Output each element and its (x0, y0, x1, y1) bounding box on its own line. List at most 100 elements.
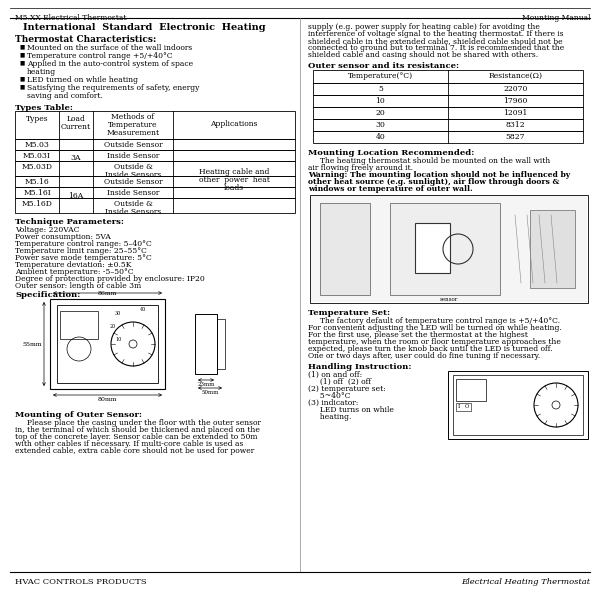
Text: 22070: 22070 (503, 85, 527, 93)
Text: LED turns on while: LED turns on while (308, 406, 394, 414)
Text: Mounting Manual: Mounting Manual (521, 14, 590, 22)
Text: Technique Parameters:: Technique Parameters: (15, 218, 124, 226)
Text: 40: 40 (140, 307, 146, 312)
Bar (313, 70, 583, 83)
Text: 12091: 12091 (503, 109, 527, 117)
Text: Applications: Applications (210, 120, 258, 128)
Bar (57, 305, 158, 383)
Text: HVAC CONTROLS PRODUCTS: HVAC CONTROLS PRODUCTS (15, 578, 146, 586)
Text: Temperature deviation: ±0.5K: Temperature deviation: ±0.5K (15, 261, 131, 269)
Bar (217, 319, 225, 369)
Text: Outside &: Outside & (113, 163, 152, 171)
Text: 16A: 16A (68, 191, 83, 199)
Text: Specification:: Specification: (15, 291, 80, 299)
Text: Voltage: 220VAC: Voltage: 220VAC (15, 226, 79, 234)
Text: Mounting Location Recommended:: Mounting Location Recommended: (308, 149, 475, 157)
Text: sensor: sensor (440, 297, 458, 302)
Text: 20: 20 (376, 109, 385, 117)
Bar (195, 314, 217, 374)
Text: Types: Types (26, 115, 49, 123)
Text: Load: Load (67, 115, 85, 123)
Text: LED turned on while heating: LED turned on while heating (27, 76, 138, 84)
Text: Temperature control range: 5–40°C: Temperature control range: 5–40°C (15, 240, 152, 248)
Bar (15, 198, 295, 213)
Text: 40: 40 (376, 133, 385, 141)
Text: Outside &: Outside & (113, 200, 152, 208)
Text: ■: ■ (19, 52, 24, 57)
Text: Temperature(°C): Temperature(°C) (348, 72, 413, 80)
Text: 55mm: 55mm (23, 341, 42, 346)
Text: ■: ■ (19, 76, 24, 81)
Text: One or two days after, user could do fine tuning if necessary.: One or two days after, user could do fin… (308, 352, 540, 360)
Text: M5.03D: M5.03D (22, 163, 53, 171)
Text: 23mm: 23mm (197, 382, 215, 387)
Text: Current: Current (61, 123, 91, 131)
Text: Measurement: Measurement (106, 129, 160, 137)
Text: (1) on and off:: (1) on and off: (308, 371, 362, 379)
Text: (1) off  (2) off: (1) off (2) off (308, 378, 371, 386)
Text: Mounted on the surface of the wall indoors: Mounted on the surface of the wall indoo… (27, 44, 192, 52)
Text: 10: 10 (376, 97, 385, 105)
Text: I: I (458, 404, 460, 409)
Bar (15, 150, 295, 161)
Text: Electrical Heating Thermostat: Electrical Heating Thermostat (461, 578, 590, 586)
Text: Outer sensor: length of cable 3m: Outer sensor: length of cable 3m (15, 282, 141, 290)
Text: Power consumption: 5VA: Power consumption: 5VA (15, 233, 111, 241)
Text: 5: 5 (378, 85, 383, 93)
Text: 86mm: 86mm (98, 291, 117, 296)
Bar (320, 203, 370, 295)
Text: M5.03I: M5.03I (23, 152, 51, 160)
Text: in, the terminal of which should be thickened and placed on the: in, the terminal of which should be thic… (15, 426, 260, 434)
Text: loads: loads (224, 184, 244, 192)
Text: Power save mode temperature: 5°C: Power save mode temperature: 5°C (15, 254, 152, 262)
Text: Temperature Set:: Temperature Set: (308, 309, 390, 317)
Bar (313, 119, 583, 131)
Text: 3A: 3A (71, 154, 81, 163)
Text: O: O (465, 404, 469, 409)
Text: other  power  heat: other power heat (199, 176, 269, 184)
Text: other heat source (e.g. sunlight), air flow through doors &: other heat source (e.g. sunlight), air f… (308, 178, 559, 186)
Text: windows or temperature of outer wall.: windows or temperature of outer wall. (308, 185, 473, 193)
Bar (415, 223, 450, 273)
Bar (313, 95, 583, 107)
Text: The heating thermostat should be mounted on the wall with: The heating thermostat should be mounted… (308, 157, 550, 165)
Text: 8312: 8312 (506, 121, 526, 129)
Text: Inside Sensors: Inside Sensors (105, 208, 161, 216)
Text: with other cables if necessary. If multi-core cable is used as: with other cables if necessary. If multi… (15, 440, 244, 448)
Text: 30: 30 (376, 121, 385, 129)
Text: Temperature limit range: 25–55°C: Temperature limit range: 25–55°C (15, 247, 147, 255)
Text: Inside Sensor: Inside Sensor (107, 189, 159, 197)
Text: For the first use, please set the thermostat at the highest: For the first use, please set the thermo… (308, 331, 528, 339)
Text: Applied in the auto-control system of space: Applied in the auto-control system of sp… (27, 60, 193, 68)
Text: air flowing freely around it.: air flowing freely around it. (308, 164, 413, 172)
Bar (15, 111, 295, 139)
Text: M5.16D: M5.16D (22, 200, 52, 208)
Bar (313, 131, 583, 143)
Text: ■: ■ (19, 84, 24, 89)
Text: Ambient temperature: -5–50°C: Ambient temperature: -5–50°C (15, 268, 134, 276)
Text: 30: 30 (115, 311, 121, 316)
Text: (2) temperature set:: (2) temperature set: (308, 385, 386, 393)
Text: connected to ground but to terminal 7. It is recommended that the: connected to ground but to terminal 7. I… (308, 44, 564, 52)
Text: M5.XX Electrical Thermostat: M5.XX Electrical Thermostat (15, 14, 127, 22)
Text: supply (e.g. power supply for heating cable) for avoiding the: supply (e.g. power supply for heating ca… (308, 23, 540, 31)
Text: Types Table:: Types Table: (15, 104, 73, 112)
Text: 5827: 5827 (506, 133, 525, 141)
Text: expected, please turn the knob back until the LED is turned off.: expected, please turn the knob back unti… (308, 345, 553, 353)
Bar (453, 375, 583, 435)
Bar (313, 83, 583, 95)
Text: top of the concrete layer. Sensor cable can be extended to 50m: top of the concrete layer. Sensor cable … (15, 433, 257, 441)
Text: Handling Instruction:: Handling Instruction: (308, 363, 412, 371)
Text: 20: 20 (110, 324, 116, 329)
Text: heating.: heating. (308, 413, 352, 421)
Text: For convenient adjusting the LED will be turned on while heating.: For convenient adjusting the LED will be… (308, 324, 562, 332)
Text: shielded cable in the extended cable, shielded cable should not be: shielded cable in the extended cable, sh… (308, 37, 563, 45)
Text: extended cable, extra cable core should not be used for power: extended cable, extra cable core should … (15, 447, 254, 455)
Bar (456, 379, 486, 401)
Text: 17960: 17960 (503, 97, 527, 105)
Text: Outer sensor and its resistance:: Outer sensor and its resistance: (308, 62, 459, 70)
Bar (311, 196, 587, 302)
Text: saving and comfort.: saving and comfort. (27, 92, 103, 100)
Text: Thermostat Characteristics:: Thermostat Characteristics: (15, 35, 157, 44)
Text: M5.03: M5.03 (25, 141, 49, 149)
